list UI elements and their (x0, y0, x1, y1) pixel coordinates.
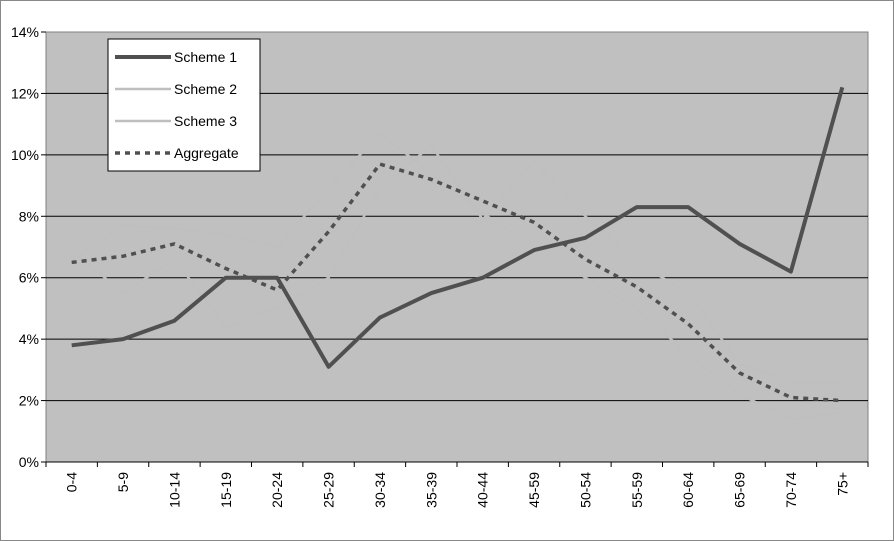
x-tick-label: 20-24 (269, 472, 285, 508)
series-line-scheme-2 (70, 144, 843, 384)
y-tick-label: 8% (19, 208, 39, 224)
y-axis-ticks: 0% 2% 4% 6% 8% 10% 12% 14% (11, 24, 46, 470)
series-line-scheme-3 (71, 132, 843, 421)
x-tick-label: 40-44 (475, 472, 491, 508)
x-tick-label: 15-19 (218, 472, 234, 508)
x-tick-label: 30-34 (372, 472, 388, 508)
y-tick-label: 12% (11, 85, 39, 101)
y-tick-label: 14% (11, 24, 39, 40)
legend-box (107, 38, 261, 172)
series-line-aggregate (71, 162, 843, 403)
x-tick-label: 35-39 (423, 472, 439, 508)
y-tick-label: 10% (11, 147, 39, 163)
x-tick-label: 60-64 (680, 472, 696, 508)
legend-label: Aggregate (174, 145, 239, 161)
x-tick-label: 75+ (834, 472, 850, 496)
series-lines (70, 86, 845, 421)
x-tick-label: 55-59 (629, 472, 645, 508)
x-axis-ticks: 0-4 5-9 10-14 15-19 20-24 25-29 30-34 35-39 40-4… (45, 461, 869, 508)
x-tick-label: 5-9 (115, 472, 131, 492)
x-tick-label: 50-54 (577, 472, 593, 508)
legend-label: Scheme 3 (174, 113, 237, 129)
x-tick-label: 70-74 (783, 472, 799, 508)
y-tick-label: 4% (19, 331, 39, 347)
x-tick-label: 45-59 (526, 472, 542, 508)
x-tick-label: 10-14 (166, 472, 182, 508)
series-line-scheme-1 (71, 86, 845, 369)
y-tick-label: 2% (19, 393, 39, 409)
x-tick-label: 25-29 (321, 472, 337, 508)
x-tick-label: 65-69 (732, 472, 748, 508)
y-tick-label: 0% (19, 454, 39, 470)
legend-label: Scheme 1 (174, 49, 237, 65)
legend: Scheme 1 Scheme 2 Scheme 3 Aggregate (107, 38, 261, 172)
y-tick-label: 6% (19, 270, 39, 286)
legend-label: Scheme 2 (174, 81, 237, 97)
x-tick-label: 0-4 (64, 472, 80, 492)
